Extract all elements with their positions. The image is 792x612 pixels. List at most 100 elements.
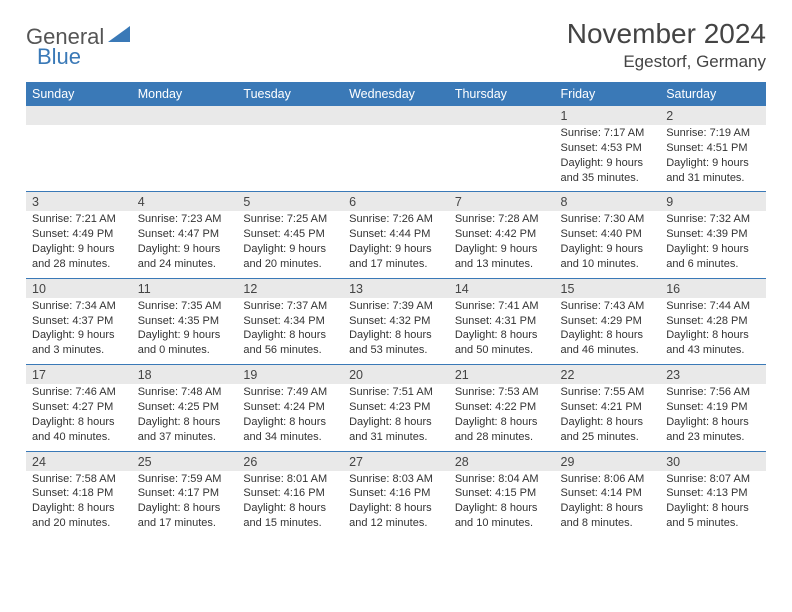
logo-text-blue: Blue <box>37 44 81 69</box>
sunset-text: Sunset: 4:25 PM <box>138 400 232 415</box>
daylight-text: Daylight: 8 hours and 12 minutes. <box>349 501 443 531</box>
sunrise-text: Sunrise: 7:51 AM <box>349 385 443 400</box>
sunset-text: Sunset: 4:45 PM <box>243 227 337 242</box>
sunset-text: Sunset: 4:19 PM <box>666 400 760 415</box>
day-cell: Sunrise: 7:58 AMSunset: 4:18 PMDaylight:… <box>26 471 132 537</box>
month-title: November 2024 <box>567 18 766 50</box>
daylight-text: Daylight: 8 hours and 10 minutes. <box>455 501 549 531</box>
sunrise-text: Sunrise: 7:32 AM <box>666 212 760 227</box>
calendar-table: SundayMondayTuesdayWednesdayThursdayFrid… <box>26 82 766 537</box>
sunrise-text: Sunrise: 8:04 AM <box>455 472 549 487</box>
sunset-text: Sunset: 4:37 PM <box>32 314 126 329</box>
daylight-text: Daylight: 9 hours and 20 minutes. <box>243 242 337 272</box>
day-cell: Sunrise: 7:39 AMSunset: 4:32 PMDaylight:… <box>343 298 449 365</box>
sunset-text: Sunset: 4:28 PM <box>666 314 760 329</box>
daylight-text: Daylight: 8 hours and 15 minutes. <box>243 501 337 531</box>
day-cell: Sunrise: 7:56 AMSunset: 4:19 PMDaylight:… <box>660 384 766 451</box>
weekday-header: Thursday <box>449 82 555 106</box>
day-number <box>449 106 555 125</box>
sunset-text: Sunset: 4:51 PM <box>666 141 760 156</box>
day-number: 18 <box>132 365 238 385</box>
daycontent-row: Sunrise: 7:58 AMSunset: 4:18 PMDaylight:… <box>26 471 766 537</box>
daynum-row: 17181920212223 <box>26 365 766 385</box>
daylight-text: Daylight: 9 hours and 17 minutes. <box>349 242 443 272</box>
day-number: 16 <box>660 278 766 298</box>
day-number: 14 <box>449 278 555 298</box>
day-cell: Sunrise: 7:25 AMSunset: 4:45 PMDaylight:… <box>237 211 343 278</box>
sunrise-text: Sunrise: 7:30 AM <box>561 212 655 227</box>
daylight-text: Daylight: 9 hours and 6 minutes. <box>666 242 760 272</box>
day-number: 2 <box>660 106 766 125</box>
sunrise-text: Sunrise: 7:28 AM <box>455 212 549 227</box>
sunset-text: Sunset: 4:22 PM <box>455 400 549 415</box>
sunrise-text: Sunrise: 7:49 AM <box>243 385 337 400</box>
sunset-text: Sunset: 4:32 PM <box>349 314 443 329</box>
sunset-text: Sunset: 4:16 PM <box>243 486 337 501</box>
day-number: 6 <box>343 192 449 212</box>
day-number: 24 <box>26 451 132 471</box>
day-cell: Sunrise: 7:49 AMSunset: 4:24 PMDaylight:… <box>237 384 343 451</box>
sunset-text: Sunset: 4:44 PM <box>349 227 443 242</box>
header: General November 2024 Egestorf, Germany <box>26 18 766 72</box>
daylight-text: Daylight: 8 hours and 20 minutes. <box>32 501 126 531</box>
daylight-text: Daylight: 9 hours and 13 minutes. <box>455 242 549 272</box>
day-cell: Sunrise: 7:48 AMSunset: 4:25 PMDaylight:… <box>132 384 238 451</box>
day-cell: Sunrise: 7:55 AMSunset: 4:21 PMDaylight:… <box>555 384 661 451</box>
day-number: 23 <box>660 365 766 385</box>
day-cell: Sunrise: 7:34 AMSunset: 4:37 PMDaylight:… <box>26 298 132 365</box>
daynum-row: 10111213141516 <box>26 278 766 298</box>
daylight-text: Daylight: 8 hours and 23 minutes. <box>666 415 760 445</box>
sunrise-text: Sunrise: 7:58 AM <box>32 472 126 487</box>
logo-sub: Blue <box>37 44 81 70</box>
sunset-text: Sunset: 4:27 PM <box>32 400 126 415</box>
title-block: November 2024 Egestorf, Germany <box>567 18 766 72</box>
daycontent-row: Sunrise: 7:46 AMSunset: 4:27 PMDaylight:… <box>26 384 766 451</box>
day-cell: Sunrise: 8:04 AMSunset: 4:15 PMDaylight:… <box>449 471 555 537</box>
sunrise-text: Sunrise: 8:06 AM <box>561 472 655 487</box>
daylight-text: Daylight: 8 hours and 46 minutes. <box>561 328 655 358</box>
day-number: 15 <box>555 278 661 298</box>
day-cell: Sunrise: 8:01 AMSunset: 4:16 PMDaylight:… <box>237 471 343 537</box>
day-cell: Sunrise: 7:21 AMSunset: 4:49 PMDaylight:… <box>26 211 132 278</box>
day-cell: Sunrise: 7:51 AMSunset: 4:23 PMDaylight:… <box>343 384 449 451</box>
daylight-text: Daylight: 9 hours and 10 minutes. <box>561 242 655 272</box>
sunset-text: Sunset: 4:39 PM <box>666 227 760 242</box>
day-cell: Sunrise: 7:43 AMSunset: 4:29 PMDaylight:… <box>555 298 661 365</box>
sunset-text: Sunset: 4:31 PM <box>455 314 549 329</box>
sunset-text: Sunset: 4:34 PM <box>243 314 337 329</box>
sunset-text: Sunset: 4:42 PM <box>455 227 549 242</box>
weekday-header: Tuesday <box>237 82 343 106</box>
sunset-text: Sunset: 4:16 PM <box>349 486 443 501</box>
daynum-row: 24252627282930 <box>26 451 766 471</box>
sunset-text: Sunset: 4:13 PM <box>666 486 760 501</box>
day-number: 8 <box>555 192 661 212</box>
weekday-header: Wednesday <box>343 82 449 106</box>
day-cell: Sunrise: 7:37 AMSunset: 4:34 PMDaylight:… <box>237 298 343 365</box>
daylight-text: Daylight: 8 hours and 31 minutes. <box>349 415 443 445</box>
sunset-text: Sunset: 4:35 PM <box>138 314 232 329</box>
daycontent-row: Sunrise: 7:21 AMSunset: 4:49 PMDaylight:… <box>26 211 766 278</box>
daylight-text: Daylight: 8 hours and 8 minutes. <box>561 501 655 531</box>
sunrise-text: Sunrise: 7:56 AM <box>666 385 760 400</box>
day-number: 13 <box>343 278 449 298</box>
day-number: 21 <box>449 365 555 385</box>
sunrise-text: Sunrise: 7:23 AM <box>138 212 232 227</box>
sunrise-text: Sunrise: 7:39 AM <box>349 299 443 314</box>
day-cell: Sunrise: 7:35 AMSunset: 4:35 PMDaylight:… <box>132 298 238 365</box>
day-cell: Sunrise: 8:07 AMSunset: 4:13 PMDaylight:… <box>660 471 766 537</box>
daynum-row: 3456789 <box>26 192 766 212</box>
day-number: 1 <box>555 106 661 125</box>
day-number <box>132 106 238 125</box>
sunrise-text: Sunrise: 7:26 AM <box>349 212 443 227</box>
day-cell: Sunrise: 7:46 AMSunset: 4:27 PMDaylight:… <box>26 384 132 451</box>
day-cell <box>343 125 449 192</box>
sunrise-text: Sunrise: 7:25 AM <box>243 212 337 227</box>
sunrise-text: Sunrise: 7:35 AM <box>138 299 232 314</box>
sunrise-text: Sunrise: 7:55 AM <box>561 385 655 400</box>
day-number: 27 <box>343 451 449 471</box>
sunset-text: Sunset: 4:15 PM <box>455 486 549 501</box>
daylight-text: Daylight: 9 hours and 28 minutes. <box>32 242 126 272</box>
sunrise-text: Sunrise: 7:21 AM <box>32 212 126 227</box>
day-cell: Sunrise: 7:23 AMSunset: 4:47 PMDaylight:… <box>132 211 238 278</box>
daylight-text: Daylight: 8 hours and 17 minutes. <box>138 501 232 531</box>
